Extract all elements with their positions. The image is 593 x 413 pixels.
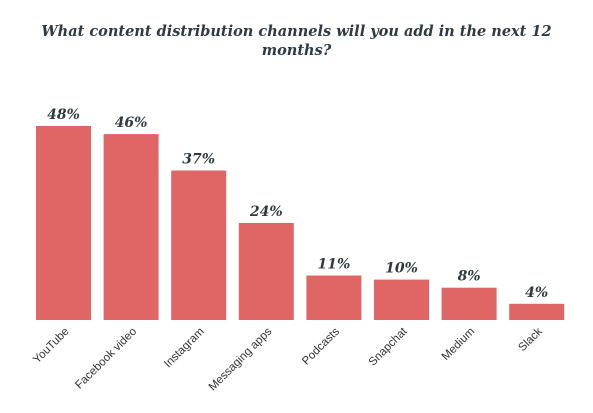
bar-instagram <box>171 170 227 320</box>
value-label: 46% <box>115 115 148 131</box>
value-label: 24% <box>249 204 283 220</box>
bar-youtube <box>36 126 91 320</box>
value-label: 11% <box>318 257 351 273</box>
value-label: 48% <box>47 107 80 123</box>
category-label: Snapchat <box>367 325 410 368</box>
value-label: 10% <box>385 261 418 277</box>
category-label: Messaging apps <box>207 325 275 393</box>
bar-slack <box>509 303 565 320</box>
category-label: Slack <box>516 325 545 354</box>
bar-facebook-video <box>103 134 159 320</box>
bar-podcasts <box>306 275 362 320</box>
category-label: YouTube <box>31 326 71 366</box>
bar-snapchat <box>374 279 429 320</box>
value-label: 4% <box>525 285 548 301</box>
bar-medium <box>441 287 497 320</box>
category-label: Medium <box>440 326 477 363</box>
value-label: 8% <box>458 269 481 285</box>
chart-title: What content distribution channels will … <box>41 23 552 59</box>
category-label: Facebook video <box>73 326 139 392</box>
category-label: Instagram <box>162 326 207 371</box>
value-label: 37% <box>182 152 215 168</box>
category-label: Podcasts <box>300 325 342 367</box>
bar-messaging-apps <box>238 223 294 320</box>
